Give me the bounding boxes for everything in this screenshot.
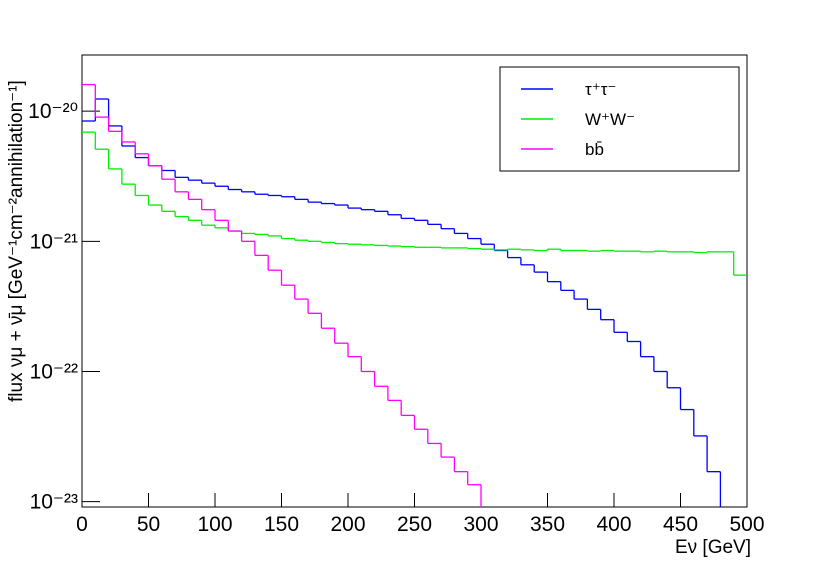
x-tick-label: 250 [397, 513, 432, 536]
x-tick-label: 450 [663, 513, 698, 536]
y-tick-label: 10⁻²² [30, 360, 78, 383]
legend-label: τ⁺τ⁻ [585, 80, 616, 99]
x-tick-label: 100 [197, 513, 232, 536]
x-tick-label: 500 [729, 513, 764, 536]
x-tick-label: 50 [137, 513, 160, 536]
y-axis-label: flux νμ + ν̄μ [GeV⁻¹cm⁻²annihilation⁻¹] [6, 80, 27, 402]
x-tick-label: 150 [264, 513, 299, 536]
y-tick-label: 10⁻²⁰ [28, 100, 78, 123]
y-tick-label: 10⁻²³ [30, 491, 78, 514]
x-axis-label: Eν [GeV] [675, 537, 751, 558]
legend-label: W⁺W⁻ [585, 110, 635, 129]
x-tick-label: 0 [76, 513, 88, 536]
x-tick-label: 200 [330, 513, 365, 536]
y-tick-label: 10⁻²¹ [30, 230, 78, 253]
x-tick-label: 300 [463, 513, 498, 536]
legend-label: bb̄ [585, 140, 604, 159]
x-tick-label: 350 [530, 513, 565, 536]
x-tick-label: 400 [596, 513, 631, 536]
